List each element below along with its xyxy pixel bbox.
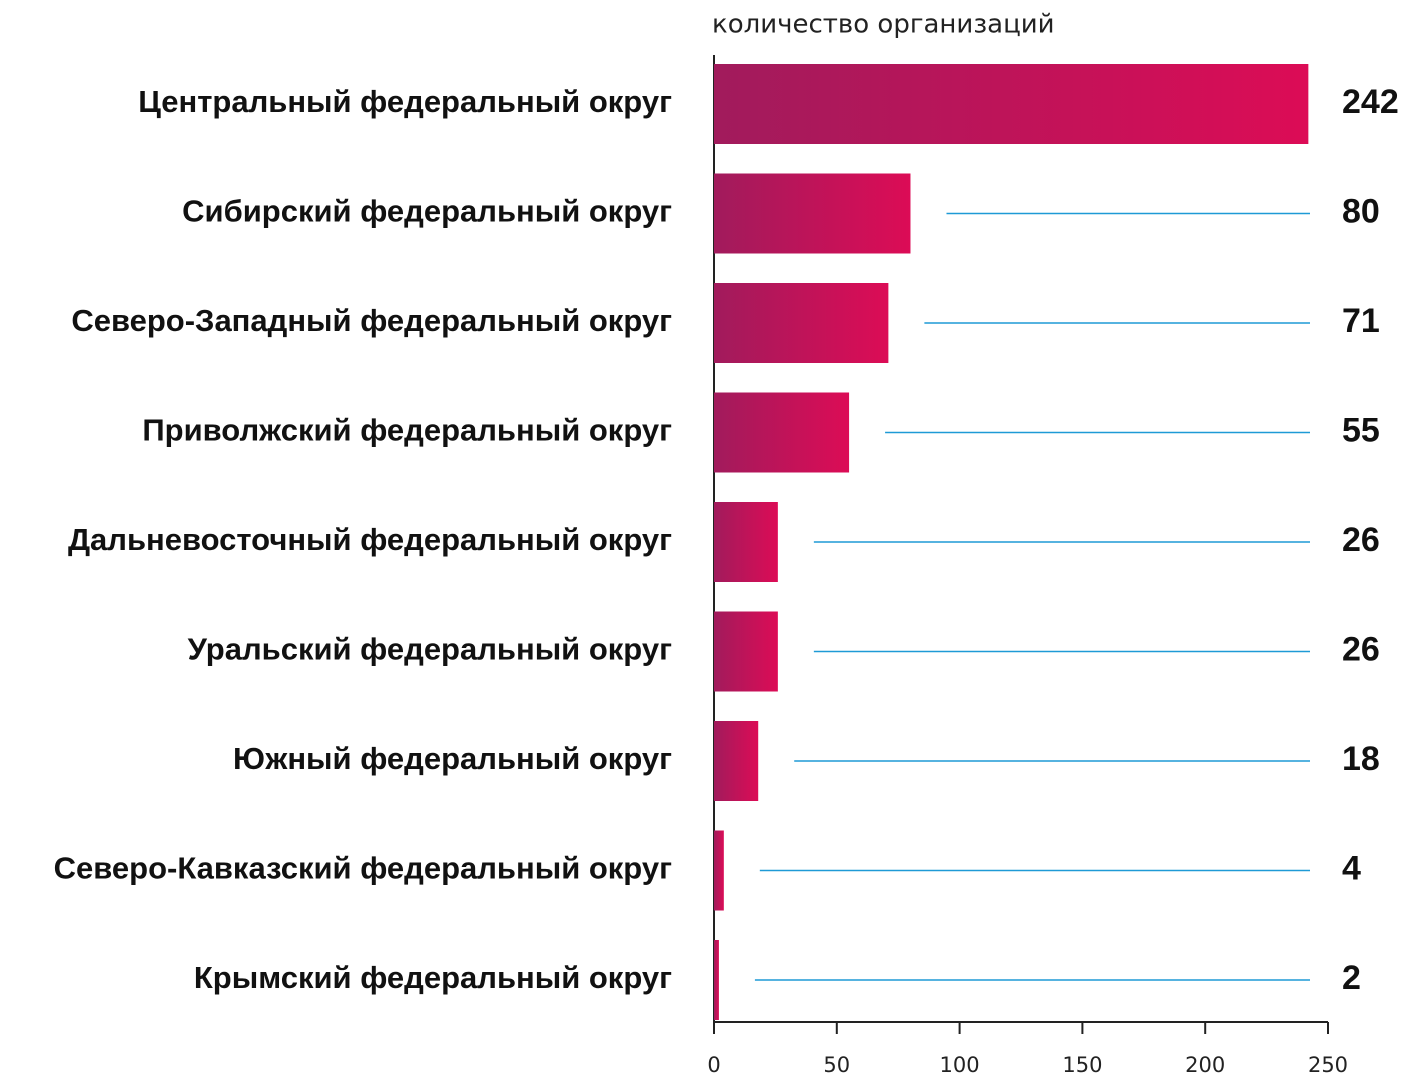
y-tick-label: Центральный федеральный округ xyxy=(138,84,672,119)
y-tick-label: Дальневосточный федеральный округ xyxy=(68,522,672,557)
bar xyxy=(714,830,724,911)
value-label: 242 xyxy=(1342,83,1399,121)
y-tick-label: Сибирский федеральный округ xyxy=(182,194,672,229)
y-tick-label: Уральский федеральный округ xyxy=(188,632,672,667)
value-label: 4 xyxy=(1342,849,1361,887)
bar xyxy=(714,392,850,473)
value-label: 18 xyxy=(1342,740,1380,778)
bar xyxy=(714,940,719,1020)
value-label: 71 xyxy=(1342,302,1380,340)
y-tick-label: Приволжский федеральный округ xyxy=(142,413,672,448)
bar xyxy=(714,64,1309,144)
value-label: 55 xyxy=(1342,411,1380,449)
y-tick-label: Крымский федеральный округ xyxy=(194,960,672,995)
y-tick-label: Северо-Западный федеральный округ xyxy=(71,303,672,338)
x-tick-label: 200 xyxy=(1185,1053,1225,1077)
x-tick-label: 100 xyxy=(940,1053,980,1077)
value-label: 2 xyxy=(1342,959,1361,997)
value-label: 26 xyxy=(1342,521,1380,559)
bar xyxy=(714,611,778,692)
x-tick-label: 150 xyxy=(1062,1053,1102,1077)
y-tick-label: Северо-Кавказский федеральный округ xyxy=(54,851,672,886)
value-label: 80 xyxy=(1342,192,1380,230)
bar xyxy=(714,283,889,363)
chart-title: количество организаций xyxy=(712,10,1055,40)
x-tick-label: 0 xyxy=(707,1053,720,1077)
bar xyxy=(714,502,778,582)
x-tick-label: 50 xyxy=(823,1053,850,1077)
bar xyxy=(714,173,911,254)
y-tick-label: Южный федеральный округ xyxy=(233,741,672,776)
value-label: 26 xyxy=(1342,630,1380,668)
x-tick-label: 250 xyxy=(1308,1053,1348,1077)
bar xyxy=(714,721,759,801)
